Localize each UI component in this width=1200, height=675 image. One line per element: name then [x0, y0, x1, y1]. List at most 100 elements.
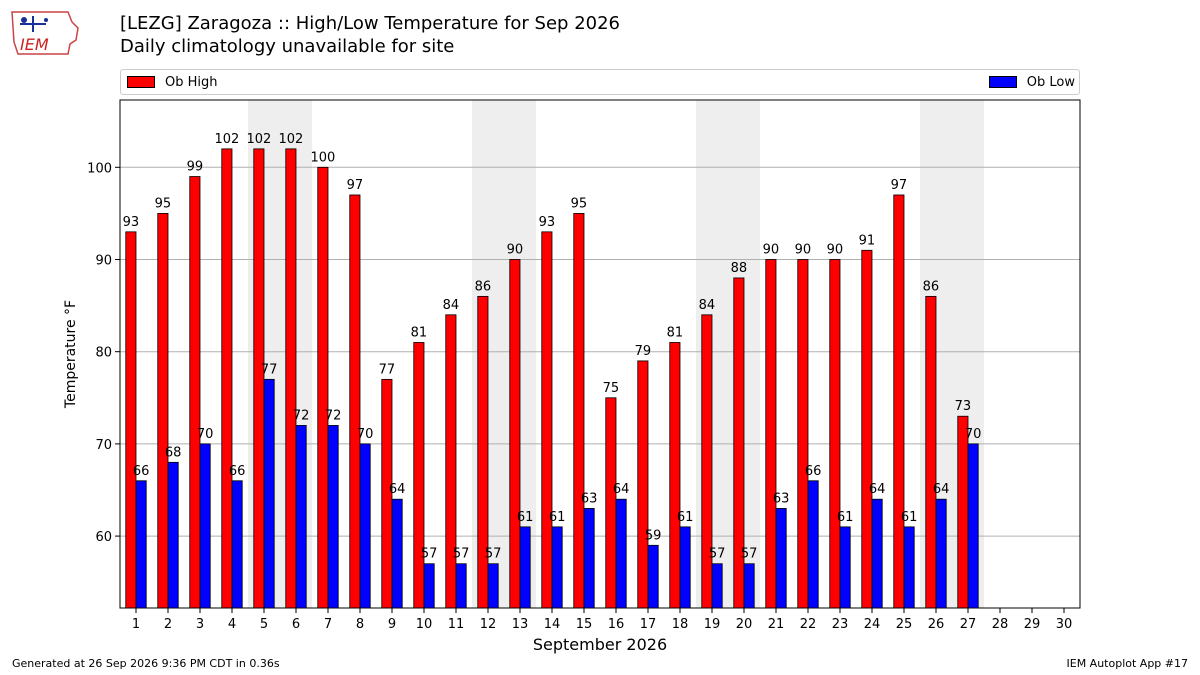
- legend-swatch-low: [988, 76, 1017, 88]
- data-label-high-day-10: 81: [411, 325, 428, 340]
- bar-high-day-23: [829, 259, 841, 609]
- chart-title-block: [LEZG] Zaragoza :: High/Low Temperature …: [120, 12, 620, 58]
- data-label-high-day-16: 75: [603, 381, 620, 396]
- bar-low-day-16: [615, 498, 627, 609]
- bar-low-day-12: [487, 563, 499, 609]
- x-tick-label-28: 28: [992, 617, 1009, 632]
- data-label-low-day-3: 70: [197, 427, 214, 442]
- data-label-low-day-14: 61: [549, 510, 566, 525]
- x-tick-label-21: 21: [768, 617, 785, 632]
- data-label-low-day-26: 64: [933, 482, 950, 497]
- bar-high-day-7: [317, 166, 329, 609]
- y-tick-label-90: 90: [95, 253, 112, 268]
- bar-low-day-22: [807, 480, 819, 609]
- bar-series: [125, 148, 979, 609]
- data-label-low-day-24: 64: [869, 482, 886, 497]
- bar-low-day-4: [231, 480, 243, 609]
- data-label-high-day-25: 97: [891, 178, 908, 193]
- bar-low-day-9: [391, 498, 403, 609]
- x-tick-label-5: 5: [260, 617, 268, 632]
- x-tick-label-25: 25: [896, 617, 913, 632]
- legend-item-high: Ob High: [127, 73, 218, 91]
- bar-high-day-15: [573, 213, 585, 609]
- bar-high-day-10: [413, 342, 425, 609]
- bar-low-day-17: [647, 544, 659, 609]
- bar-high-day-13: [509, 259, 521, 609]
- data-label-low-day-9: 64: [389, 482, 406, 497]
- legend-label-high: Ob High: [165, 74, 218, 90]
- data-label-low-day-1: 66: [133, 464, 150, 479]
- data-label-high-day-18: 81: [667, 325, 684, 340]
- data-label-high-day-6: 102: [278, 132, 303, 147]
- chart-title: [LEZG] Zaragoza :: High/Low Temperature …: [120, 13, 621, 34]
- bar-low-day-11: [455, 563, 467, 609]
- footer-generated: Generated at 26 Sep 2026 9:36 PM CDT in …: [12, 657, 280, 670]
- data-label-low-day-11: 57: [453, 547, 470, 562]
- bar-low-day-27: [967, 443, 979, 609]
- data-label-high-day-11: 84: [443, 298, 460, 313]
- data-label-low-day-12: 57: [485, 547, 502, 562]
- bar-low-day-23: [839, 526, 851, 609]
- bar-low-day-5: [263, 378, 275, 609]
- x-tick-label-29: 29: [1024, 617, 1041, 632]
- data-label-high-day-12: 86: [475, 279, 492, 294]
- x-tick-label-6: 6: [292, 617, 300, 632]
- data-label-low-day-6: 72: [293, 408, 310, 423]
- data-label-high-day-1: 93: [123, 215, 140, 230]
- data-label-high-day-19: 84: [699, 298, 716, 313]
- bar-low-day-19: [711, 563, 723, 609]
- bar-high-day-16: [605, 397, 617, 609]
- iem-logo: IEM: [6, 6, 82, 58]
- bar-low-day-26: [935, 498, 947, 609]
- x-tick-label-30: 30: [1056, 617, 1073, 632]
- data-label-low-day-25: 61: [901, 510, 918, 525]
- y-gridlines: [120, 166, 1080, 537]
- data-label-high-day-27: 73: [955, 399, 972, 414]
- chart-subtitle: Daily climatology unavailable for site: [120, 36, 455, 57]
- bar-high-day-14: [541, 231, 553, 609]
- legend-label-low: Ob Low: [1026, 74, 1075, 90]
- data-label-low-day-5: 77: [261, 362, 278, 377]
- x-axis-label: September 2026: [533, 635, 667, 654]
- bar-low-day-10: [423, 563, 435, 609]
- x-tick-label-26: 26: [928, 617, 945, 632]
- iowa-state-outline-icon: IEM: [11, 11, 79, 55]
- logo-text: IEM: [20, 35, 49, 54]
- legend-swatch-high: [127, 76, 155, 88]
- bar-high-day-3: [189, 176, 201, 609]
- bar-low-day-21: [775, 508, 787, 609]
- data-label-high-day-9: 77: [379, 362, 396, 377]
- plot-frame: [119, 99, 1081, 609]
- bar-high-day-24: [861, 249, 873, 609]
- bar-high-day-19: [701, 314, 713, 609]
- data-label-low-day-16: 64: [613, 482, 630, 497]
- x-tick-label-20: 20: [736, 617, 753, 632]
- x-tick-label-12: 12: [480, 617, 497, 632]
- x-tick-label-7: 7: [324, 617, 332, 632]
- bar-low-day-14: [551, 526, 563, 609]
- data-label-high-day-17: 79: [635, 344, 652, 359]
- data-label-low-day-18: 61: [677, 510, 694, 525]
- legend-item-low: Ob Low: [988, 73, 1075, 91]
- y-tick-label-70: 70: [95, 438, 112, 453]
- bar-low-day-1: [135, 480, 147, 609]
- bar-low-day-3: [199, 443, 211, 609]
- x-tick-label-18: 18: [672, 617, 689, 632]
- x-tick-label-22: 22: [800, 617, 817, 632]
- bar-high-day-17: [637, 360, 649, 609]
- data-label-high-day-22: 90: [795, 242, 812, 257]
- x-tick-label-15: 15: [576, 617, 593, 632]
- data-label-low-day-7: 72: [325, 408, 342, 423]
- data-label-low-day-22: 66: [805, 464, 822, 479]
- bar-high-day-25: [893, 194, 905, 609]
- data-label-low-day-23: 61: [837, 510, 854, 525]
- x-tick-label-17: 17: [640, 617, 657, 632]
- bar-high-day-4: [221, 148, 233, 609]
- x-tick-label-24: 24: [864, 617, 881, 632]
- x-tick-label-4: 4: [228, 617, 236, 632]
- bar-high-day-22: [797, 259, 809, 609]
- bar-high-day-8: [349, 194, 361, 609]
- legend: Ob High Ob Low: [120, 69, 1080, 95]
- x-tick-label-2: 2: [164, 617, 172, 632]
